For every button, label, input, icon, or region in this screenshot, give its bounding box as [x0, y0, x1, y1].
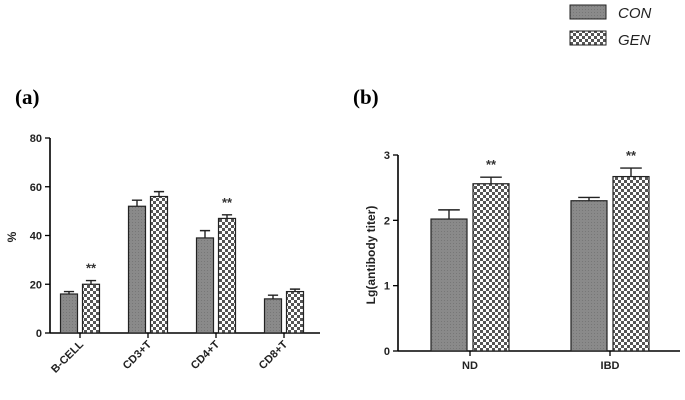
- y-tick-label-a: 60: [30, 182, 42, 194]
- error-bar-con: [438, 209, 460, 220]
- y-axis-title-b: Lg(antibody titer): [364, 206, 378, 305]
- error-bar-con: [267, 294, 279, 299]
- y-tick-label-b: 2: [384, 215, 390, 227]
- significance-marker: **: [486, 157, 497, 172]
- y-tick-label-a: 0: [36, 328, 42, 340]
- panel-label-a: (a): [15, 85, 40, 109]
- error-bar-gen: [289, 288, 301, 292]
- x-tick-label-b: ND: [462, 360, 478, 372]
- x-tick-label-a: CD4+T: [189, 338, 223, 372]
- legend: CON GEN: [569, 4, 652, 49]
- error-bar-gen: [620, 167, 642, 177]
- error-bar-gen: [480, 176, 502, 184]
- legend-label-con: CON: [618, 5, 652, 22]
- error-bar-gen: [85, 279, 97, 285]
- significance-marker: **: [222, 195, 233, 210]
- bar-gen-b-cell: [81, 283, 101, 334]
- significance-marker: **: [86, 261, 97, 276]
- error-bar-gen: [153, 190, 165, 197]
- x-tick-label-a: B-CELL: [49, 338, 86, 375]
- bar-con-b-cell: [59, 293, 79, 334]
- x-tick-label-b: IBD: [601, 360, 620, 372]
- bar-con-cd4-t: [195, 237, 215, 334]
- legend-label-gen: GEN: [618, 32, 651, 49]
- x-tick-label-a: CD8+T: [257, 338, 291, 372]
- y-tick-label-b: 3: [384, 150, 390, 162]
- error-bar-con: [63, 290, 75, 294]
- bar-gen-cd8-t: [285, 290, 305, 334]
- bar-con-ibd: [570, 200, 608, 352]
- y-tick-label-a: 20: [30, 279, 42, 291]
- y-tick-label-a: 40: [30, 231, 42, 243]
- y-tick-label-b: 0: [384, 346, 390, 358]
- bar-gen-cd3-t: [149, 195, 169, 334]
- chart-panel-a: % 0 20 40 60 80 ** ** B-CELL CD3+T CD4+T CD8+T: [5, 133, 320, 376]
- bar-gen-nd: [472, 183, 510, 352]
- error-bar-con: [578, 196, 600, 201]
- legend-swatch-con: [569, 4, 607, 20]
- bar-con-cd8-t: [263, 298, 283, 334]
- y-axis-title-a: %: [5, 231, 19, 242]
- bar-gen-ibd: [612, 175, 650, 352]
- error-bar-con: [131, 199, 143, 207]
- panel-label-b: (b): [353, 85, 379, 109]
- chart-panel-b: Lg(antibody titer) 0 1 2 3 ** ** ND IBD: [364, 148, 680, 372]
- significance-marker: **: [626, 148, 637, 163]
- error-bar-con: [199, 229, 211, 238]
- bar-gen-cd4-t: [217, 217, 237, 334]
- y-tick-label-b: 1: [384, 281, 390, 293]
- legend-swatch-gen: [569, 30, 607, 46]
- x-tick-label-a: CD3+T: [121, 338, 155, 372]
- error-bar-gen: [221, 214, 233, 219]
- bar-con-nd: [430, 218, 468, 352]
- bar-con-cd3-t: [127, 205, 147, 334]
- y-tick-label-a: 80: [30, 133, 42, 145]
